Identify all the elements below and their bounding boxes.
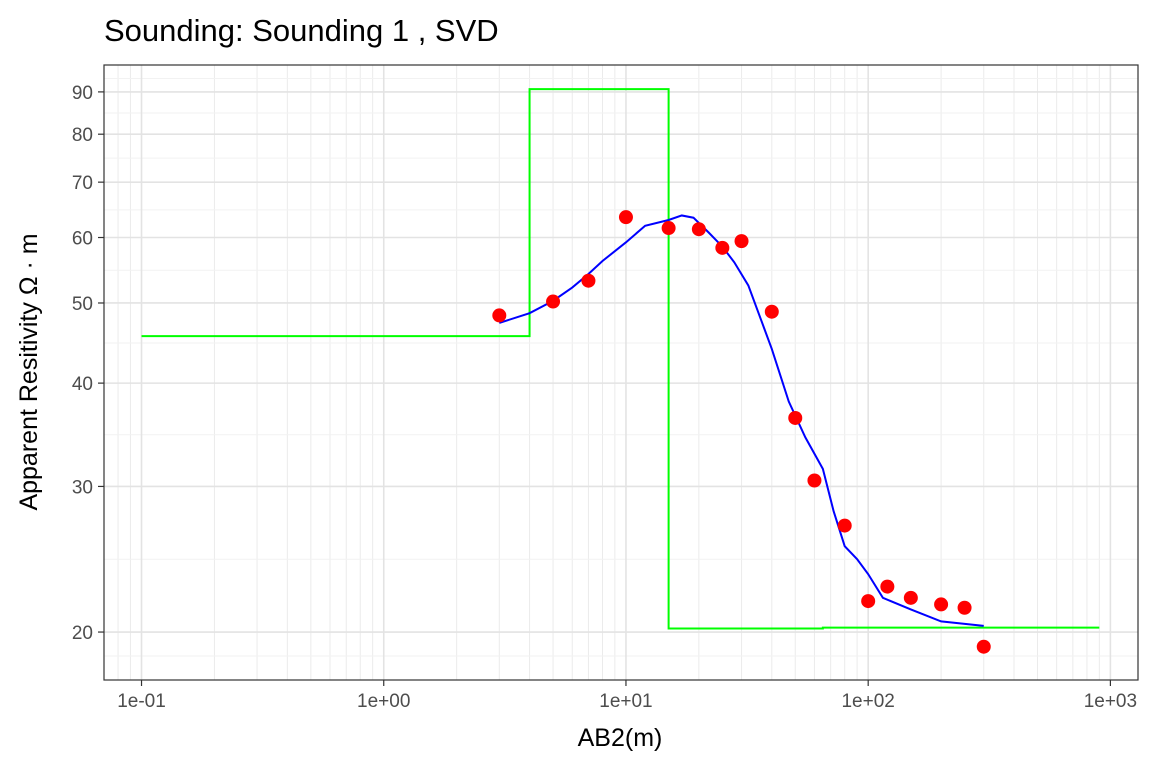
x-tick-label: 1e+02 xyxy=(841,691,894,712)
y-axis-title: Apparent Resitivity Ω · m xyxy=(15,233,43,510)
y-tick-label: 70 xyxy=(72,173,93,194)
x-tick-label: 1e+01 xyxy=(599,691,652,712)
layer-model-step-line xyxy=(141,88,1100,630)
data-point xyxy=(837,518,852,533)
y-tick-label: 50 xyxy=(72,294,93,315)
y-tick-label: 80 xyxy=(72,125,93,146)
observed-points xyxy=(492,210,991,654)
data-point xyxy=(807,473,822,488)
data-point xyxy=(691,222,706,237)
major-gridlines xyxy=(104,65,1138,680)
data-point xyxy=(903,590,918,605)
x-tick-label: 1e+03 xyxy=(1084,691,1137,712)
series-layer xyxy=(141,88,1100,654)
data-point xyxy=(861,594,876,609)
x-axis-title: AB2(m) xyxy=(578,724,663,752)
data-point xyxy=(934,597,949,612)
data-point xyxy=(957,600,972,615)
data-point xyxy=(661,221,676,236)
data-point xyxy=(546,294,561,309)
y-tick-label: 40 xyxy=(72,374,93,395)
data-point xyxy=(618,210,633,225)
y-tick-label: 90 xyxy=(72,83,93,104)
data-point xyxy=(788,410,803,425)
plot-panel-border xyxy=(103,64,1139,681)
data-point xyxy=(734,234,749,249)
chart-title: Sounding: Sounding 1 , SVD xyxy=(104,13,499,48)
y-tick-label: 30 xyxy=(72,477,93,498)
y-axis: 20 30 40 50 60 70 80 90 xyxy=(72,83,104,644)
minor-gridlines xyxy=(104,65,1138,680)
data-point xyxy=(764,304,779,319)
x-axis: 1e-01 1e+00 1e+01 1e+02 1e+03 xyxy=(117,680,1137,712)
x-tick-label: 1e-01 xyxy=(117,691,166,712)
model-fit-line xyxy=(499,214,984,627)
data-point xyxy=(715,240,730,255)
y-tick-label: 20 xyxy=(72,623,93,644)
data-point xyxy=(880,579,895,594)
data-point xyxy=(976,639,991,654)
x-tick-label: 1e+00 xyxy=(357,691,410,712)
y-tick-label: 60 xyxy=(72,229,93,250)
data-point xyxy=(581,273,596,288)
data-point xyxy=(492,308,507,323)
